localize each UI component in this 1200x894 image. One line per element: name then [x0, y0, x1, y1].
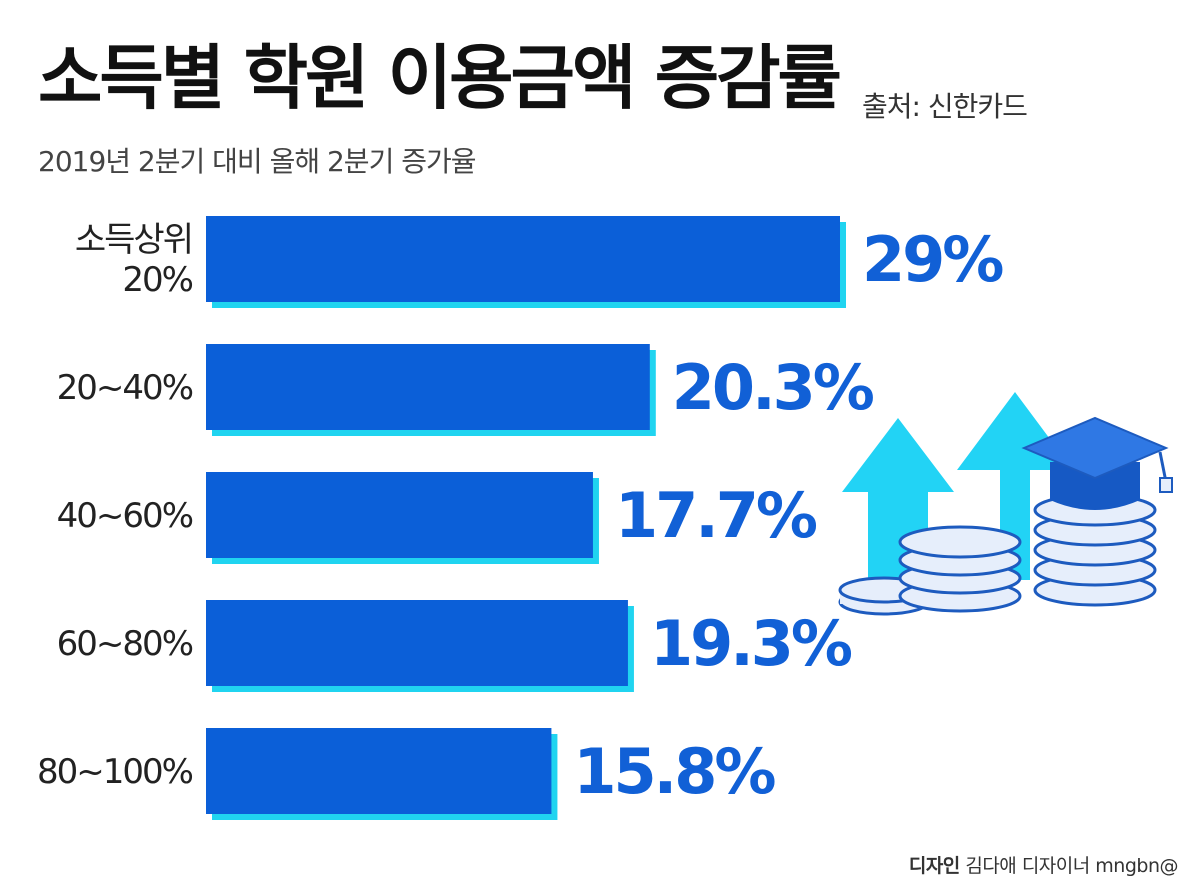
value-label: 29% [862, 223, 1003, 296]
category-label: 40~60% [57, 496, 193, 536]
chart-subtitle: 2019년 2분기 대비 올해 2분기 증가율 [38, 145, 477, 178]
bar-4 [206, 728, 552, 814]
coin-stack-icon [1033, 493, 1157, 607]
coin-stack-icon [898, 525, 1022, 613]
value-label: 19.3% [650, 607, 852, 680]
category-label: 80~100% [37, 752, 193, 792]
bar-2 [206, 472, 593, 558]
value-label: 20.3% [672, 351, 874, 424]
source-note: 출처: 신한카드 [862, 90, 1028, 123]
bars-layer: 29% 소득상위 20% 20.3% 20~40% 17.7% 40~60% 19.3% 60~… [37, 216, 1006, 820]
value-label: 17.7% [615, 479, 817, 552]
designer-credit: 디자인 김다애 디자이너 mngbn@ [908, 855, 1179, 877]
category-label: 20~40% [57, 368, 193, 408]
value-label: 15.8% [573, 735, 775, 808]
bar-0 [206, 216, 840, 302]
graduation-cap-icon [1021, 416, 1173, 510]
category-label: 60~80% [57, 624, 193, 664]
growth-illustration [838, 392, 1173, 616]
category-label: 소득상위 20% [75, 220, 193, 300]
bar-3 [206, 600, 628, 686]
bar-1 [206, 344, 650, 430]
chart-title: 소득별 학원 이용금액 증감률 [38, 37, 842, 119]
